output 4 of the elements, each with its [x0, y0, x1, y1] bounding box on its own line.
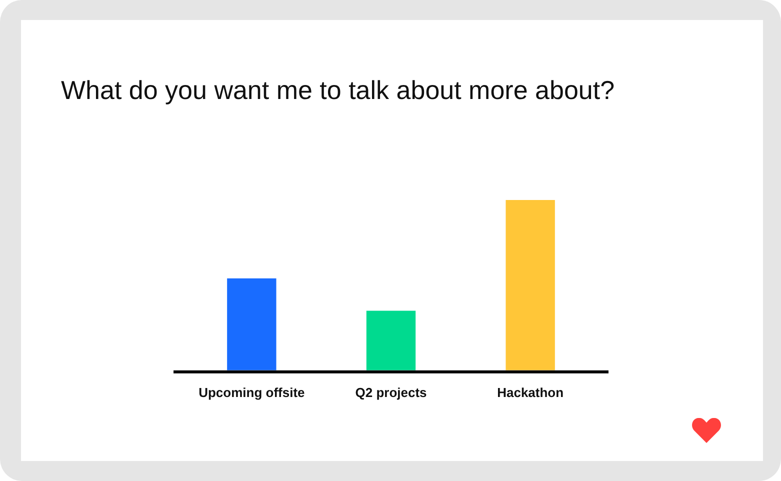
x-tick-label: Hackathon [497, 384, 564, 400]
x-tick-label: Upcoming offsite [198, 384, 305, 400]
x-tick-label: Q2 projects [355, 384, 427, 400]
chart-title: What do you want me to talk about more about? [61, 75, 615, 105]
